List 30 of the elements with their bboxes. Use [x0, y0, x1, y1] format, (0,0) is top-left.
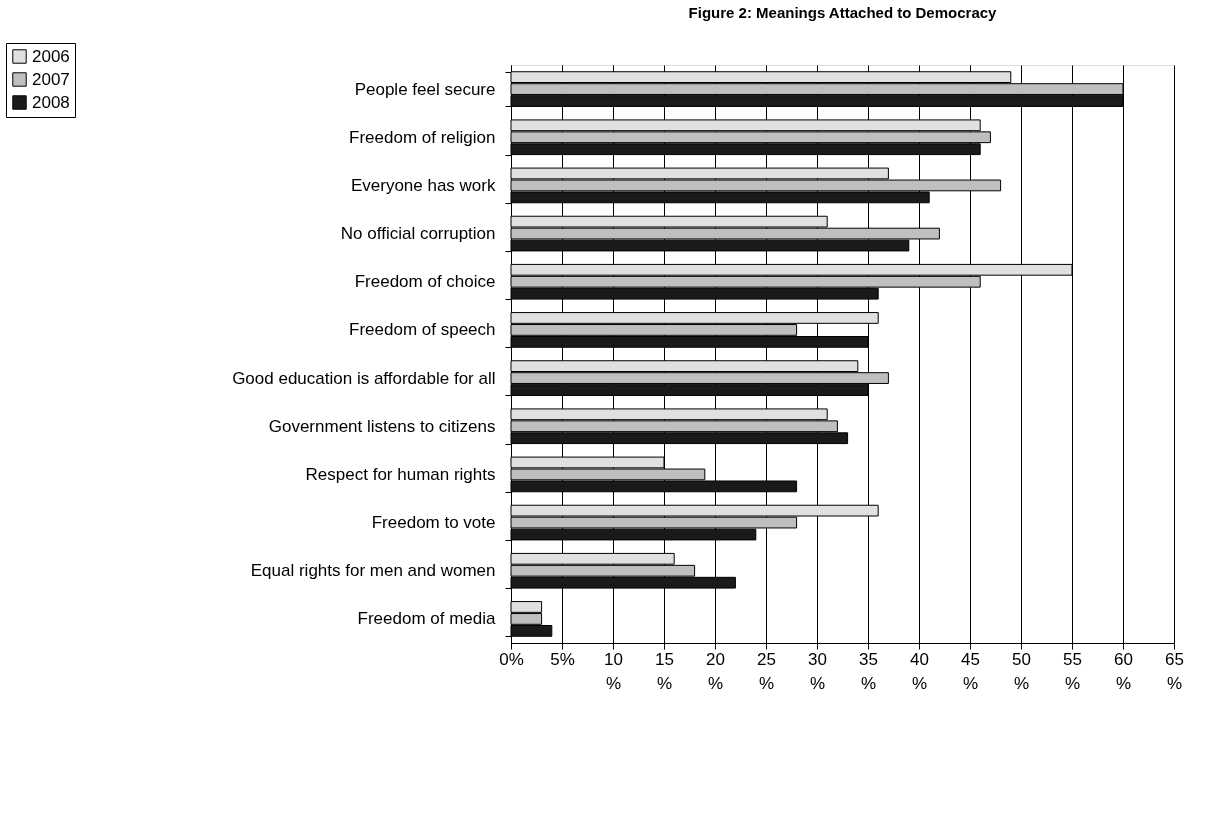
x-tick-label: 50 % — [1012, 649, 1031, 693]
x-tick-label: 45 % — [961, 649, 980, 693]
x-tick-label: 25 % — [757, 649, 776, 693]
y-tick-label: Freedom of speech — [349, 320, 496, 340]
y-tick-label: Everyone has work — [350, 175, 496, 195]
x-tick-label: 60 % — [1114, 649, 1133, 693]
y-tick-label: Government listens to citizens — [268, 416, 496, 436]
x-tick-label: 35 % — [859, 649, 878, 693]
x-tick-label: 65 % — [1165, 649, 1184, 693]
x-tick-label: 30 % — [808, 649, 827, 693]
chart-title: Figure 2: Meanings Attached to Democracy — [688, 3, 998, 21]
legend-label: 2008 — [32, 92, 70, 112]
legend-label: 2007 — [32, 69, 70, 89]
y-tick-label: Freedom of religion — [349, 127, 496, 147]
y-tick-label: People feel secure — [354, 79, 496, 99]
y-tick-label: Freedom of choice — [354, 272, 496, 292]
y-tick-label: Good education is affordable for all — [232, 368, 496, 388]
y-tick-label: Freedom to vote — [371, 513, 496, 533]
x-tick-label: 10 % — [604, 649, 623, 693]
x-tick-label: 5% — [550, 649, 575, 669]
y-tick-label: No official corruption — [340, 224, 496, 244]
x-tick-label: 0% — [499, 649, 524, 669]
y-tick-label: Respect for human rights — [305, 464, 496, 484]
x-tick-label: 20 % — [706, 649, 725, 693]
x-tick-label: 15 % — [655, 649, 674, 693]
y-tick-label: Equal rights for men and women — [250, 561, 496, 581]
y-tick-label: Freedom of media — [357, 609, 497, 629]
x-tick-label: 55 % — [1063, 649, 1082, 693]
x-tick-label: 40 % — [910, 649, 929, 693]
legend-label: 2006 — [32, 46, 70, 66]
